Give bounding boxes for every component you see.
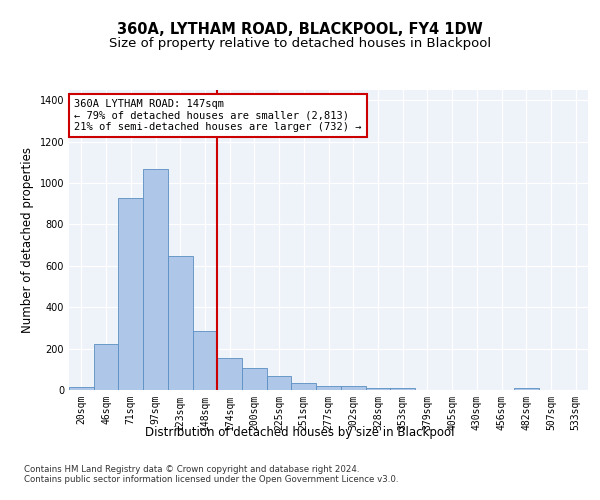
Bar xyxy=(217,358,242,390)
Bar xyxy=(168,256,193,390)
Bar xyxy=(69,387,94,390)
Bar xyxy=(267,376,292,390)
Text: 360A LYTHAM ROAD: 147sqm
← 79% of detached houses are smaller (2,813)
21% of sem: 360A LYTHAM ROAD: 147sqm ← 79% of detach… xyxy=(74,99,362,132)
Text: Contains public sector information licensed under the Open Government Licence v3: Contains public sector information licen… xyxy=(24,476,398,484)
Bar xyxy=(316,386,341,390)
Bar xyxy=(242,368,267,390)
Bar xyxy=(514,388,539,390)
Text: Size of property relative to detached houses in Blackpool: Size of property relative to detached ho… xyxy=(109,38,491,51)
Bar xyxy=(390,388,415,390)
Bar xyxy=(365,388,390,390)
Y-axis label: Number of detached properties: Number of detached properties xyxy=(21,147,34,333)
Bar xyxy=(118,198,143,390)
Text: 360A, LYTHAM ROAD, BLACKPOOL, FY4 1DW: 360A, LYTHAM ROAD, BLACKPOOL, FY4 1DW xyxy=(117,22,483,38)
Text: Distribution of detached houses by size in Blackpool: Distribution of detached houses by size … xyxy=(145,426,455,439)
Bar xyxy=(193,331,217,390)
Bar xyxy=(94,344,118,390)
Text: Contains HM Land Registry data © Crown copyright and database right 2024.: Contains HM Land Registry data © Crown c… xyxy=(24,466,359,474)
Bar xyxy=(143,168,168,390)
Bar xyxy=(341,386,365,390)
Bar xyxy=(292,383,316,390)
